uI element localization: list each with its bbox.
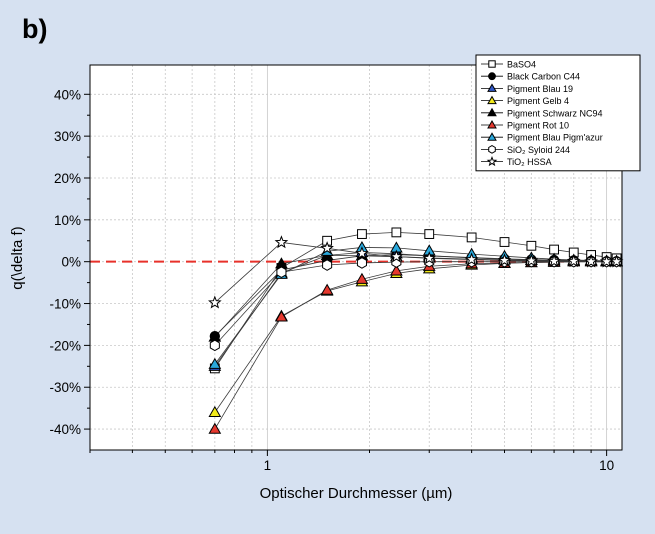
legend-item: TiO₂ HSSA — [481, 156, 552, 167]
legend-item: Pigment Blau Pigm'azur — [481, 132, 603, 143]
legend-label: Pigment Rot 10 — [507, 121, 569, 131]
y-tick-label: -20% — [49, 338, 81, 353]
data-point-triangle — [208, 357, 222, 369]
y-tick-label: -30% — [49, 380, 81, 395]
y-axis-label: q(\delta f) — [9, 226, 26, 289]
legend-item: BaSO4 — [481, 60, 536, 70]
legend-box — [475, 54, 641, 172]
data-point-star — [497, 253, 512, 267]
data-point-triangle — [487, 132, 497, 141]
axes: 40% 30% 20% 10% 0% -10% -20% -30% -40% 1 10 — [49, 87, 614, 473]
y-tick-label: 40% — [54, 87, 81, 102]
data-point-circle — [488, 72, 496, 81]
data-point-square — [424, 229, 435, 239]
legend-label: Black Carbon C44 — [507, 72, 580, 82]
legend-label: BaSO4 — [507, 60, 536, 70]
data-point-star — [609, 254, 624, 268]
data-point-hexagon — [488, 145, 496, 154]
x-tick-label: 10 — [599, 458, 614, 473]
data-point-hexagon — [356, 257, 367, 269]
data-point-star — [486, 156, 498, 167]
data-point-star — [389, 249, 404, 263]
data-point-triangle — [487, 95, 497, 105]
data-point-hexagon — [322, 259, 333, 271]
data-point-star — [566, 254, 581, 268]
y-tick-label: -40% — [49, 422, 81, 437]
data-point-star — [547, 254, 561, 268]
data-point-triangle — [208, 405, 222, 417]
data-point-triangle — [355, 272, 369, 284]
data-point-triangle — [487, 119, 497, 129]
legend-item: SiO₂ Syloid 244 — [481, 145, 570, 155]
y-tick-label: 10% — [54, 213, 81, 228]
data-point-square — [488, 60, 496, 68]
data-point-star — [584, 254, 598, 268]
y-tick-label: -10% — [49, 297, 81, 312]
legend-item: Pigment Blau 19 — [481, 83, 573, 94]
data-point-triangle — [487, 83, 497, 92]
legend-label: TiO₂ HSSA — [507, 157, 552, 167]
data-point-star — [464, 252, 479, 266]
data-point-square — [466, 232, 477, 243]
legend-item: Black Carbon C44 — [481, 72, 580, 82]
plot-frame — [89, 64, 623, 451]
legend-label: Pigment Schwarz NC94 — [507, 108, 603, 118]
data-point-star — [320, 241, 334, 255]
legend: BaSO4 Black Carbon C44 Pigment Blau 19 Pigm… — [475, 54, 641, 172]
legend-label: SiO₂ Syloid 244 — [507, 145, 570, 155]
data-point-star — [422, 251, 437, 265]
data-point-star — [355, 246, 369, 260]
legend-item: Pigment Gelb 4 — [481, 95, 569, 106]
data-point-star — [274, 235, 289, 249]
data-point-hexagon — [276, 266, 287, 278]
y-tick-label: 0% — [61, 255, 81, 270]
data-point-square — [357, 229, 367, 239]
legend-label: Pigment Blau 19 — [507, 84, 573, 94]
series-markers — [208, 235, 624, 309]
data-point-triangle — [208, 422, 222, 434]
data-point-triangle — [390, 264, 403, 276]
x-tick-label: 1 — [264, 458, 272, 473]
y-tick-label: 20% — [54, 171, 81, 186]
data-point-square — [549, 244, 559, 255]
x-axis-label: Optischer Durchmesser (µm) — [260, 485, 453, 502]
series-group — [90, 227, 624, 434]
legend-item: Pigment Rot 10 — [481, 119, 569, 131]
legend-label: Pigment Gelb 4 — [507, 96, 569, 106]
data-point-hexagon — [209, 339, 220, 352]
legend-label: Pigment Blau Pigm'azur — [507, 133, 603, 143]
legend-item: Pigment Schwarz NC94 — [481, 107, 603, 118]
data-point-square — [391, 227, 402, 238]
data-point-star — [208, 295, 222, 309]
panel-label: b) — [22, 14, 48, 44]
data-point-triangle — [487, 107, 497, 117]
data-point-square — [526, 240, 537, 251]
y-tick-label: 30% — [54, 129, 81, 144]
data-point-square — [499, 237, 510, 247]
data-point-triangle — [320, 283, 334, 295]
data-point-star — [524, 253, 539, 267]
data-point-triangle — [275, 310, 288, 322]
